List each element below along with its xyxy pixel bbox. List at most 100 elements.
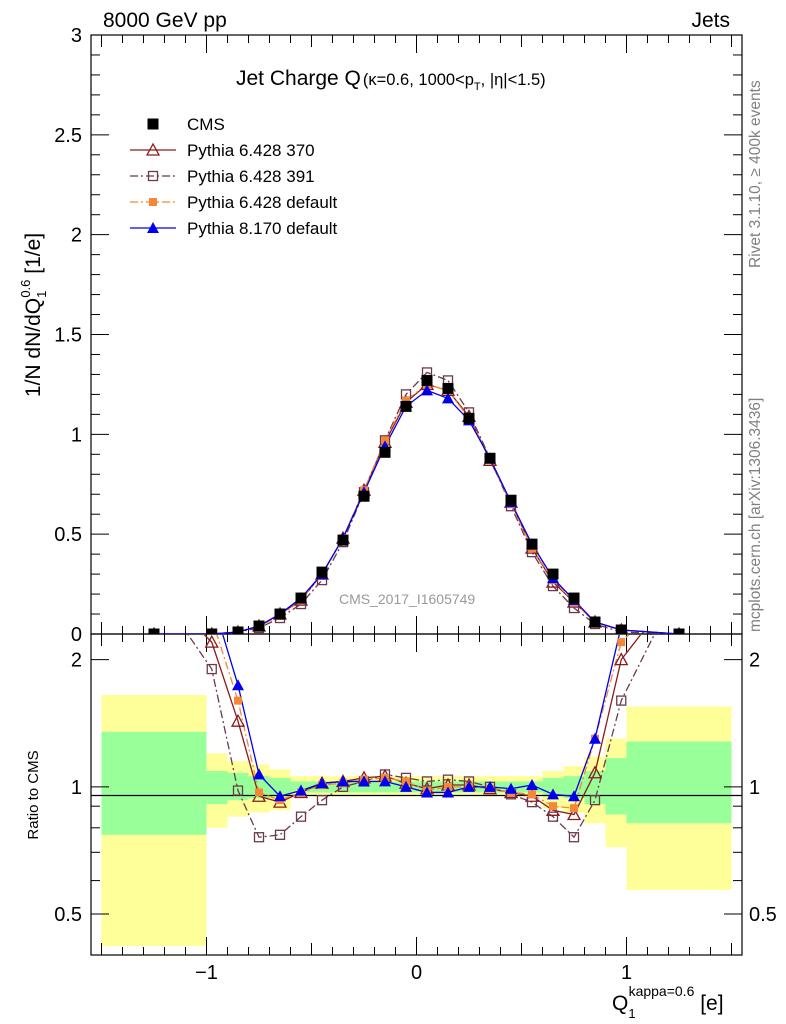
ratio-point-pythia-6-428-391 [206,663,217,675]
x-label-post: [e] [694,992,723,1015]
ratio-point-pythia-8-170-default [253,768,265,780]
main-point-pythia-8-170-default [421,384,433,396]
main-point-cms [421,374,433,386]
main-point-cms [295,592,307,604]
ratio-point-pythia-8-170-default [589,732,601,744]
ratio-point-pythia-8-170-default [568,790,580,802]
main-line-pythia-6-428-391 [154,371,680,634]
main-y-tick-label: 2 [71,225,82,247]
ratio-point-pythia-6-428-370 [230,713,246,727]
chart-title: Jet Charge Q (κ=0.6, 1000<pT, |η|<1.5) [236,67,546,93]
ratio-point-pythia-6-428-391 [675,581,684,590]
ratio-point-pythia-8-170-default [421,786,433,798]
ratio-point-pythia-6-428-391 [547,811,559,822]
ratio-point-pythia-6-428-391 [589,795,601,806]
chart-title-sub-index: T [474,81,481,93]
legend-marker-pythia-6-428-391 [147,170,159,182]
ratio-point-pythia-8-170-default [232,679,244,691]
ratio-series-markers [148,579,685,843]
chart-title-sub-pre: (κ=0.6, 1000<p [363,71,474,89]
ratio-point-pythia-8-170-default [148,579,160,590]
x-label-sup: kappa=0.6 [629,983,695,999]
ratio-point-pythia-6-428-391 [253,832,265,843]
main-point-cms [673,628,685,634]
main-point-cms [274,608,286,620]
header-left: 8000 GeV pp [103,9,227,32]
ratio-point-pythia-6-428-default [208,615,216,623]
main-point-cms [568,592,580,604]
main-point-cms [442,382,454,394]
main-y-axis-label: 1/N dN/dQ10.6 [1/e] [18,233,49,397]
band-green-5 [290,781,543,793]
band-green-3 [248,776,270,799]
legend-label-cms: CMS [187,115,225,134]
ratio-point-pythia-8-170-default [526,779,538,791]
main-y-tick-label: 2.5 [54,125,82,147]
ratio-point-pythia-8-170-default [547,788,559,800]
x-tick-label: 1 [621,962,632,984]
legend-marker-pythia-6-428-370 [145,142,161,156]
ratio-point-pythia-6-428-370 [673,579,685,590]
ratio-point-pythia-8-170-default [484,780,496,792]
chart-title-main: Jet Charge Q [236,67,361,90]
legend-label-pythia-8-170-default: Pythia 8.170 default [187,219,338,238]
legend: CMS Pythia 6.428 370 Pythia 6.428 391 Pythi… [130,115,338,238]
ratio-point-pythia-6-428-default [528,790,536,799]
x-tick-label: −1 [195,962,218,984]
band-green-10 [626,741,732,824]
y-label-sup: 0.6 [18,280,33,298]
ratio-point-pythia-8-170-default [316,777,328,789]
ratio-point-pythia-8-170-default [379,775,391,787]
main-point-cms [526,538,538,550]
ratio-y-axis-label: Ratio to CMS [25,750,42,839]
y-label-sub: 1 [34,291,49,298]
ratio-point-pythia-6-428-391 [274,829,286,840]
main-point-cms [232,626,244,634]
ratio-y-tick-label-right: 1 [749,777,760,799]
main-point-cms [358,490,370,502]
ratio-point-pythia-6-428-default [150,581,158,589]
ratio-point-pythia-6-428-370 [204,635,219,648]
ratio-point-pythia-6-428-391 [568,832,580,843]
main-series-markers [148,367,685,634]
legend-marker-pythia-8-170-default [147,222,159,233]
ratio-point-pythia-6-428-391 [316,795,328,806]
main-point-cms [206,628,218,634]
ratio-point-pythia-6-428-391 [150,581,159,590]
ratio-line-pythia-8-170-default [222,635,620,797]
ratio-y-tick-label: 0.5 [54,904,82,926]
ratio-point-pythia-6-428-391 [295,811,307,822]
main-point-cms [547,568,559,580]
ratio-line-pythia-6-428-default [216,635,630,809]
main-point-cms [505,494,517,506]
band-green-0 [101,731,207,835]
ratio-point-pythia-8-170-default [673,579,685,590]
main-point-cms [400,400,412,412]
ratio-point-pythia-8-170-default [295,784,307,796]
ratio-point-pythia-6-428-370 [614,652,629,666]
ratio-point-pythia-8-170-default [505,782,517,794]
ratio-point-pythia-8-170-default [463,780,475,792]
ratio-point-pythia-6-428-370 [148,579,160,590]
ratio-series-lines [187,635,655,839]
ratio-y-tick-label-right: 2 [749,650,760,672]
band-green-1 [206,771,228,805]
x-label-sub: 1 [628,1006,635,1021]
ratio-point-pythia-8-170-default [442,786,454,798]
ratio-point-pythia-8-170-default [337,775,349,787]
ratio-point-pythia-6-428-default [617,638,626,647]
legend-label-pythia-6-428-370: Pythia 6.428 370 [187,141,315,160]
y-label-post: [1/e] [22,233,45,280]
legend-marker-cms [147,118,159,130]
ratio-point-pythia-8-170-default [358,775,370,787]
main-y-tick-label: 1 [71,424,82,446]
axis-ticks [91,34,742,955]
ratio-point-pythia-8-170-default [400,780,412,792]
legend-label-pythia-6-428-391: Pythia 6.428 391 [187,167,315,186]
ratio-y-tick-label: 2 [71,650,82,672]
legend-label-pythia-6-428-default: Pythia 6.428 default [187,193,338,212]
ratio-point-pythia-6-428-391 [421,776,433,787]
main-series-lines [154,371,680,634]
ratio-point-pythia-6-428-391 [616,695,627,706]
